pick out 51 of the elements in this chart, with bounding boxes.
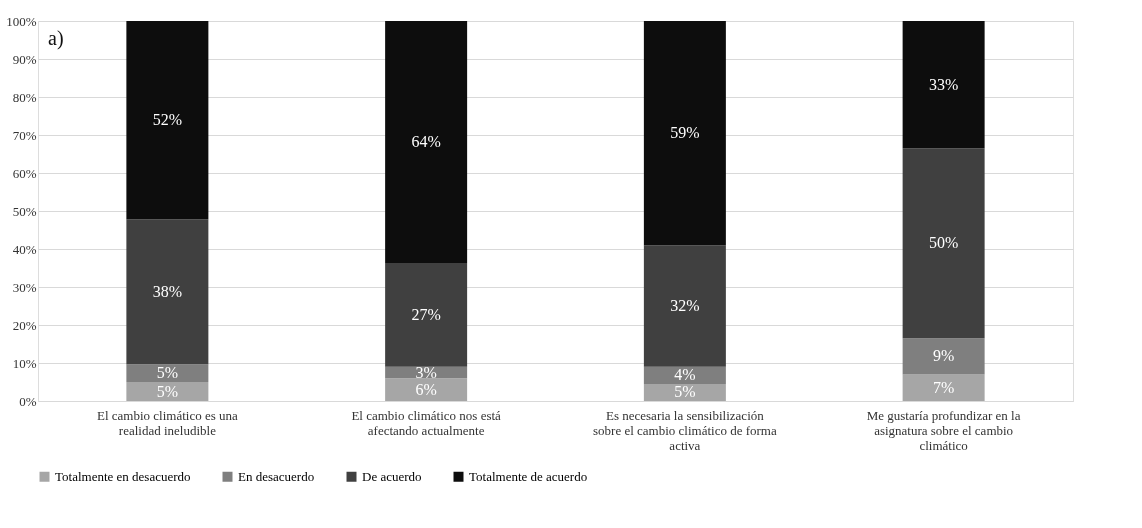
bar	[126, 219, 209, 365]
data-label: 52%	[152, 111, 183, 129]
y-tick-label: 30%	[12, 279, 37, 295]
bar	[902, 374, 985, 401]
y-tick-label: 80%	[12, 89, 37, 105]
data-label: 6%	[415, 380, 437, 398]
bar	[902, 148, 985, 339]
bar	[126, 364, 209, 382]
y-tick-label: 60%	[12, 165, 37, 181]
data-label: 50%	[928, 234, 959, 252]
y-tick-label: 70%	[12, 127, 37, 143]
x-tick-label: El cambio climático es una realidad ineludible	[96, 407, 238, 438]
data-label: 5%	[156, 382, 179, 400]
y-tick-label: 50%	[12, 203, 37, 219]
y-tick-label: 20%	[12, 317, 37, 333]
bar	[643, 366, 726, 384]
bar	[902, 21, 985, 149]
y-tick-label: 40%	[12, 241, 37, 257]
bar	[385, 263, 468, 367]
x-tick-label: Es necesaria la sensibilización sobre el cambio climático de forma activa	[593, 407, 777, 453]
x-tick-label: Me gustaría profundizar en la asignatura sobre el cambio climático	[866, 407, 1021, 453]
bar	[902, 338, 985, 375]
y-tick-label: 90%	[12, 51, 37, 67]
data-label: 7%	[932, 378, 955, 396]
data-label: 4%	[674, 366, 696, 384]
legend-label: Totalmente en desacuerdo	[55, 468, 191, 484]
legend-label: De acuerdo	[362, 468, 422, 484]
legend-label: En desacuerdo	[238, 468, 315, 484]
bar	[126, 21, 209, 220]
y-tick-label: 100%	[6, 13, 37, 29]
y-tick-label: 10%	[12, 355, 37, 371]
y-tick-label: 0%	[19, 393, 37, 409]
data-label: 59%	[670, 124, 700, 142]
bar	[385, 378, 468, 401]
data-label: 27%	[411, 305, 441, 323]
bar	[643, 383, 726, 401]
bar	[385, 21, 468, 264]
data-label: 5%	[674, 383, 696, 401]
bar	[643, 21, 726, 246]
data-label: 64%	[411, 133, 441, 151]
data-label: 5%	[156, 364, 179, 382]
bar	[643, 245, 726, 367]
data-label: 3%	[415, 363, 437, 381]
data-label: 33%	[928, 75, 959, 93]
annotation: a)	[48, 27, 64, 50]
data-label: 38%	[152, 282, 183, 300]
data-label: 32%	[670, 297, 700, 314]
bar	[126, 382, 209, 401]
data-label: 9%	[932, 347, 955, 365]
legend-label: Totalmente de acuerdo	[469, 468, 588, 484]
x-tick-label: El cambio climático nos está afectando actualmente	[351, 407, 502, 438]
